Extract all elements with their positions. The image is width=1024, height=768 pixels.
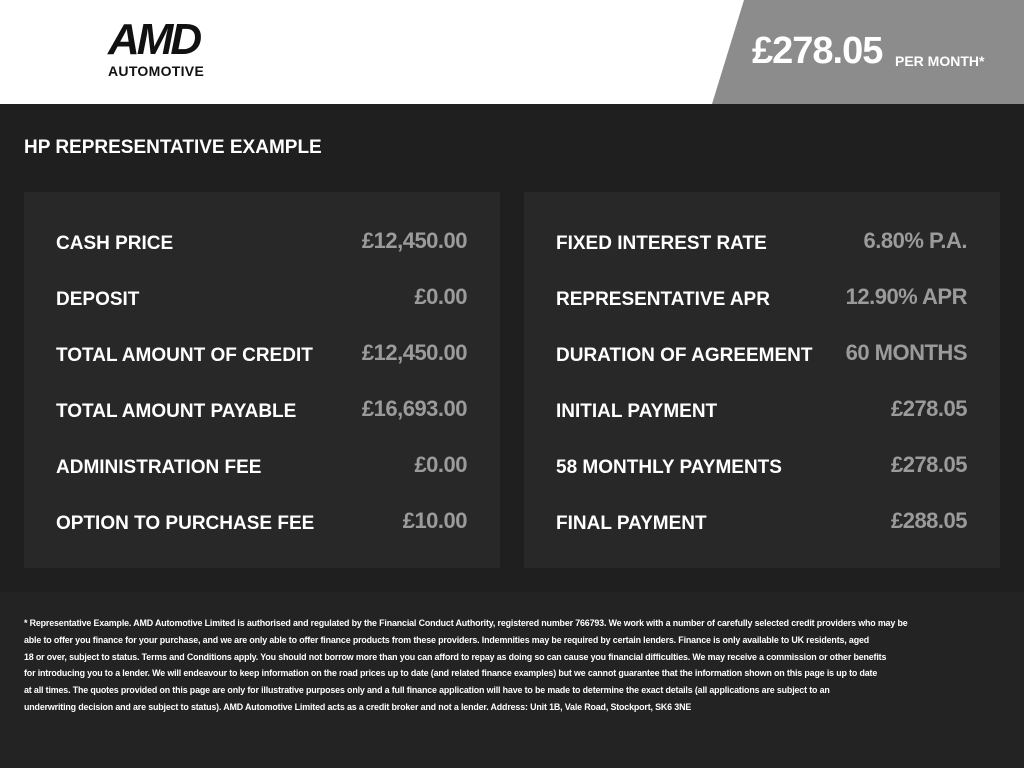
row-label: REPRESENTATIVE APR (556, 289, 770, 310)
row-value: £12,450.00 (361, 340, 468, 365)
row-value: £278.05 (890, 452, 968, 477)
row-value: £10.00 (402, 508, 468, 533)
row-label: FIXED INTEREST RATE (556, 233, 767, 254)
row-label: INITIAL PAYMENT (556, 401, 718, 422)
logo-subtitle: AUTOMOTIVE (108, 63, 205, 79)
row-label: FINAL PAYMENT (556, 513, 707, 534)
row-label: DURATION OF AGREEMENT (556, 345, 813, 366)
disclaimer-line: at all times. The quotes provided on thi… (24, 685, 830, 696)
row-value: £278.05 (890, 396, 968, 421)
disclaimer-line: * Representative Example. AMD Automotive… (24, 618, 908, 628)
finance-panel: FIXED INTEREST RATE 6.80% P.A. REPRESENTAT… (524, 192, 1000, 568)
row-value: £12,450.00 (361, 228, 468, 253)
row-label: TOTAL AMOUNT PAYABLE (56, 401, 297, 422)
disclaimer-line: 18 or over, subject to status. Terms and… (24, 651, 887, 662)
section-title: HP REPRESENTATIVE EXAMPLE (24, 137, 322, 158)
row-label: 58 MONTHLY PAYMENTS (556, 457, 782, 478)
footer: * Representative Example. AMD Automotive… (0, 592, 1024, 768)
row-label: TOTAL AMOUNT OF CREDIT (56, 345, 313, 366)
disclaimer-line: able to offer you finance for your purch… (24, 634, 870, 645)
monthly-price: £278.05 (752, 30, 883, 72)
price-banner (712, 0, 1024, 104)
row-label: ADMINISTRATION FEE (56, 457, 262, 478)
logo-brand[interactable]: AMD (108, 15, 202, 64)
row-value: £288.05 (890, 508, 968, 533)
row-label: DEPOSIT (56, 289, 140, 310)
row-label: CASH PRICE (56, 233, 174, 254)
row-value: 60 MONTHS (845, 340, 968, 365)
row-value: £16,693.00 (361, 396, 468, 421)
row-value: 6.80% P.A. (863, 228, 968, 253)
price-suffix: PER MONTH* (895, 53, 985, 69)
row-value: £0.00 (414, 284, 467, 309)
disclaimer-line: underwriting decision and are subject to… (24, 702, 692, 712)
disclaimer-line: for introducing you to a lender. We will… (24, 668, 878, 679)
row-label: OPTION TO PURCHASE FEE (56, 513, 315, 534)
finance-panel: CASH PRICE £12,450.00 DEPOSIT £0.00 TOTAL AM… (24, 192, 500, 568)
row-value: 12.90% APR (845, 284, 968, 309)
row-value: £0.00 (414, 452, 467, 477)
